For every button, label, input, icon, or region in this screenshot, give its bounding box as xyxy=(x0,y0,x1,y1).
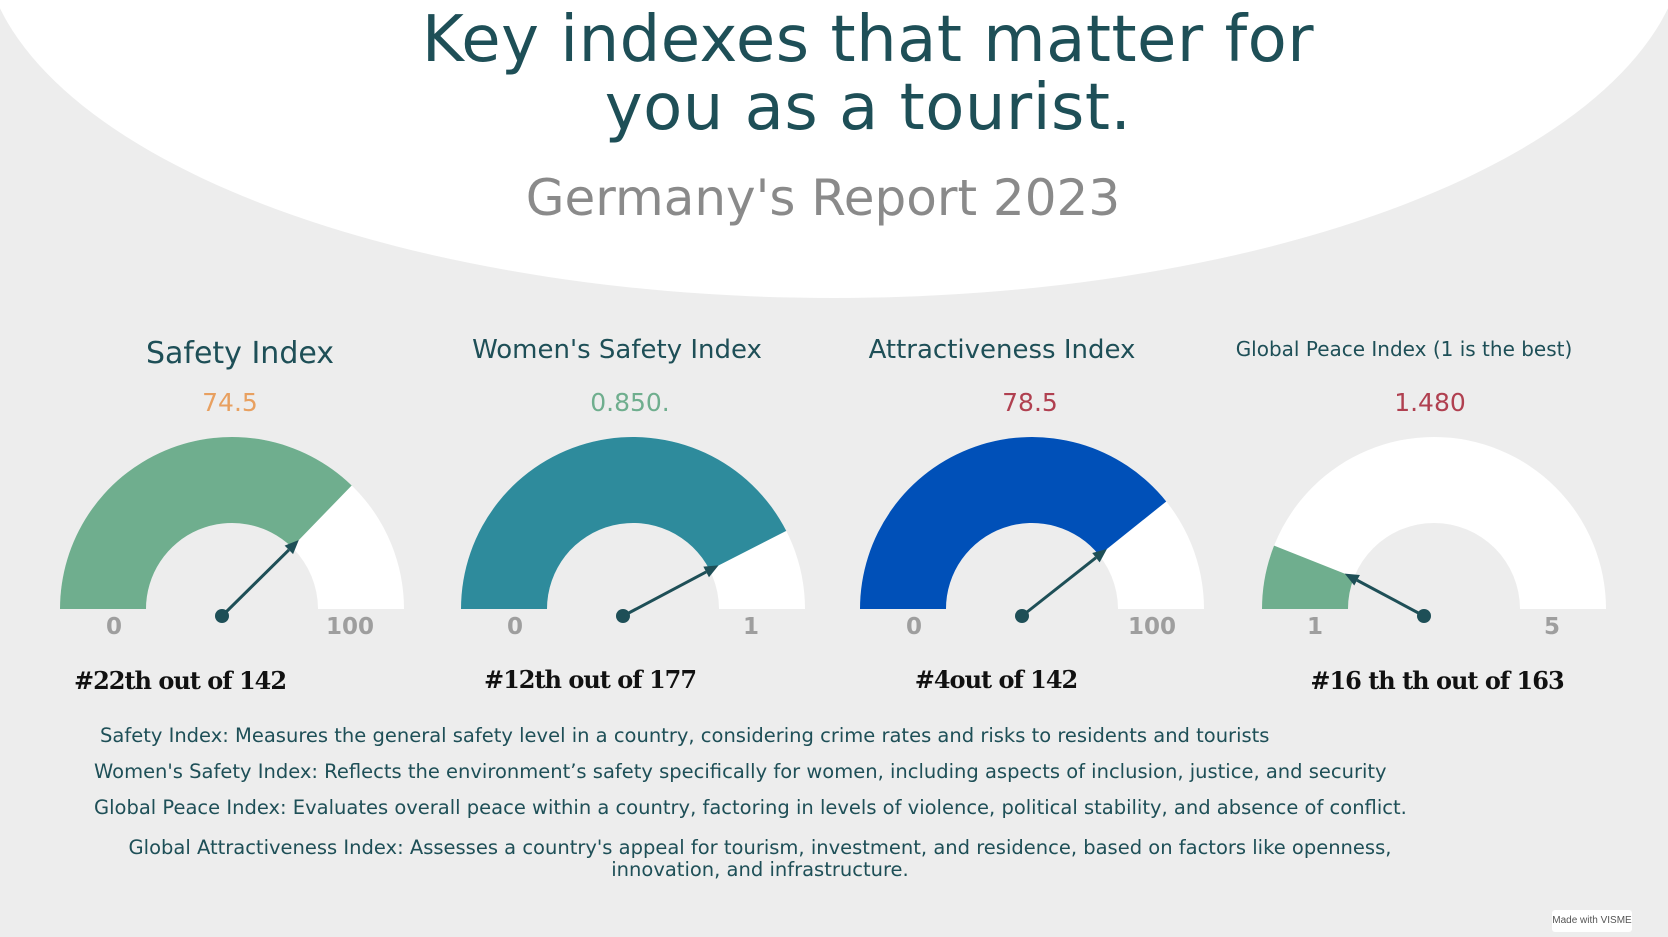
gauge-rank: #16 th th out of 163 xyxy=(1310,666,1564,695)
gauge-needle xyxy=(220,548,290,618)
gauge-value: 0.850. xyxy=(590,388,670,417)
gauge-value: 1.480 xyxy=(1394,388,1466,417)
gauge-needle-arrowhead xyxy=(1344,573,1360,586)
gauge-max-label: 1 xyxy=(742,614,760,640)
gauge-needle-hub xyxy=(616,609,630,623)
gauge-needle-hub xyxy=(1015,609,1029,623)
gauge-max-label: 100 xyxy=(325,614,375,640)
gauge-fill xyxy=(60,436,352,609)
gauge-fill xyxy=(860,437,1167,609)
page-subtitle: Germany's Report 2023 xyxy=(525,169,1121,227)
description-peace: Global Peace Index: Evaluates overall pe… xyxy=(94,796,1407,819)
gauge-needle-arrowhead xyxy=(1092,548,1107,563)
description-womens-safety: Women's Safety Index: Reflects the envir… xyxy=(94,760,1387,783)
gauge-needle xyxy=(1356,578,1425,618)
gauge-min-label: 0 xyxy=(905,614,923,640)
gauge-needle-hub xyxy=(215,609,229,623)
gauge-needle-arrowhead xyxy=(284,540,299,555)
page-title-line2: you as a tourist. xyxy=(604,71,1132,145)
gauge-needle xyxy=(622,570,707,618)
gauge-needle-hub xyxy=(1417,609,1431,623)
gauge-fill xyxy=(461,436,787,609)
gauge-rank: #4out of 142 xyxy=(914,665,1079,694)
gauge-title: Attractiveness Index xyxy=(868,335,1136,365)
gauge-needle xyxy=(1021,556,1097,618)
gauge-min-label: 1 xyxy=(1306,614,1324,640)
gauge-value: 74.5 xyxy=(202,388,258,417)
gauge-title: Global Peace Index (1 is the best) xyxy=(1235,337,1573,361)
gauge-value: 78.5 xyxy=(1002,388,1058,417)
gauge-min-label: 0 xyxy=(105,614,123,640)
description-attractiveness: Global Attractiveness Index: Assesses a … xyxy=(128,836,1392,881)
gauge-max-label: 100 xyxy=(1127,614,1177,640)
gauge-rank: #22th out of 142 xyxy=(73,666,287,695)
gauge-needle-arrowhead xyxy=(703,565,719,578)
page-title-line1: Key indexes that matter for xyxy=(421,3,1315,77)
description-safety: Safety Index: Measures the general safet… xyxy=(100,724,1270,747)
gauge-max-label: 5 xyxy=(1543,614,1561,640)
gauge-title: Women's Safety Index xyxy=(472,335,762,365)
page-title: Key indexes that matter for you as a tou… xyxy=(0,6,1668,142)
gauge-fill xyxy=(1262,545,1355,609)
gauge-title: Safety Index xyxy=(145,336,335,371)
gauge-rank: #12th out of 177 xyxy=(483,665,697,694)
gauge-min-label: 0 xyxy=(506,614,524,640)
made-with-badge[interactable]: Made with VISME xyxy=(1552,910,1632,932)
gauge-track xyxy=(1262,436,1606,609)
